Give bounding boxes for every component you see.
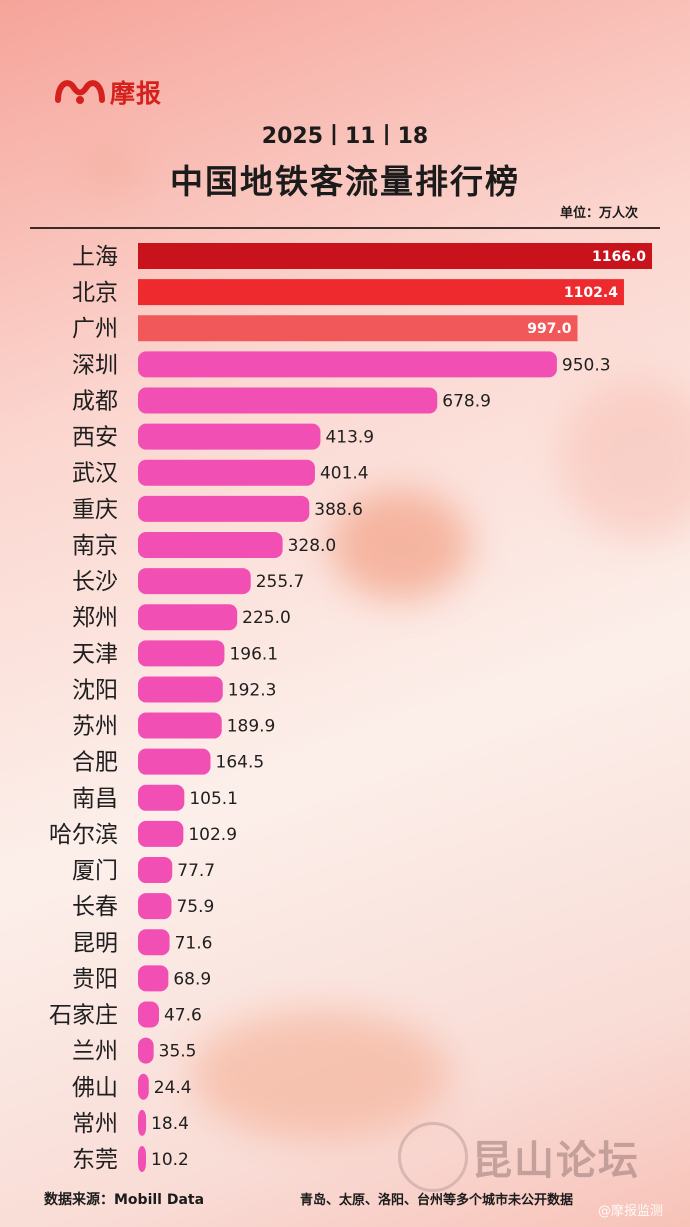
bar xyxy=(138,1109,147,1136)
city-label: 南京 xyxy=(72,533,118,559)
city-label: 佛山 xyxy=(72,1075,118,1101)
bar xyxy=(138,315,578,342)
background-splash xyxy=(80,150,140,190)
bar xyxy=(138,387,438,414)
bar xyxy=(138,820,184,847)
city-label: 石家庄 xyxy=(49,1003,118,1029)
bar xyxy=(138,495,310,522)
value-label: 1166.0 xyxy=(592,249,646,265)
value-label: 68.9 xyxy=(173,969,211,989)
account-watermark: @摩报监测 xyxy=(598,1204,664,1219)
bar xyxy=(138,459,315,486)
city-label: 苏州 xyxy=(72,714,118,740)
value-label: 413.9 xyxy=(325,428,374,448)
bar xyxy=(138,243,652,269)
city-label: 武汉 xyxy=(72,461,118,487)
value-label: 18.4 xyxy=(151,1114,189,1134)
value-label: 71.6 xyxy=(175,933,213,953)
value-label: 1102.4 xyxy=(564,285,618,301)
title-divider xyxy=(30,227,660,229)
report-date: 2025丨11丨18 xyxy=(261,124,429,149)
city-label: 深圳 xyxy=(72,352,118,378)
bar xyxy=(138,279,624,306)
city-label: 上海 xyxy=(72,244,118,270)
page-title: 中国地铁客流量排行榜 xyxy=(170,162,520,201)
city-label: 昆明 xyxy=(72,930,118,956)
city-label: 北京 xyxy=(72,280,118,306)
bar xyxy=(138,351,557,378)
brand-name: 摩报 xyxy=(110,79,163,108)
data-source: 数据来源：Mobill Data xyxy=(44,1192,205,1208)
bar xyxy=(138,423,321,450)
value-label: 24.4 xyxy=(154,1078,192,1098)
value-label: 196.1 xyxy=(229,644,278,664)
value-label: 255.7 xyxy=(256,572,305,592)
value-label: 388.6 xyxy=(314,500,363,520)
value-label: 328.0 xyxy=(288,536,337,556)
bar xyxy=(138,568,251,595)
bar xyxy=(138,748,211,775)
city-label: 郑州 xyxy=(72,605,118,631)
bar xyxy=(138,929,170,956)
unit-label: 单位：万人次 xyxy=(559,206,638,221)
bar xyxy=(138,1146,146,1172)
city-label: 成都 xyxy=(72,388,118,414)
value-label: 77.7 xyxy=(177,861,215,881)
bar xyxy=(138,676,223,703)
value-label: 75.9 xyxy=(176,897,214,917)
value-label: 401.4 xyxy=(320,464,369,484)
city-label: 贵阳 xyxy=(72,966,118,992)
forum-watermark: 昆山论坛 xyxy=(472,1138,640,1184)
value-label: 192.3 xyxy=(228,680,277,700)
bar xyxy=(138,784,185,811)
city-label: 厦门 xyxy=(72,858,118,884)
brand-logo-icon xyxy=(55,80,105,104)
bar xyxy=(138,712,222,739)
city-label: 长沙 xyxy=(72,569,118,595)
value-label: 164.5 xyxy=(216,753,265,773)
city-label: 西安 xyxy=(72,425,118,451)
value-label: 10.2 xyxy=(151,1150,189,1170)
city-label: 哈尔滨 xyxy=(49,822,118,848)
city-label: 兰州 xyxy=(72,1039,118,1065)
background-splash xyxy=(330,490,470,600)
bar xyxy=(138,1037,154,1064)
forum-seal-watermark xyxy=(398,1122,468,1192)
background-splash xyxy=(560,380,690,540)
bar xyxy=(138,604,238,631)
value-label: 997.0 xyxy=(527,321,572,337)
value-label: 950.3 xyxy=(562,355,611,375)
bar xyxy=(138,965,169,992)
bar xyxy=(138,857,173,884)
background-splash xyxy=(190,1010,450,1140)
value-label: 105.1 xyxy=(189,789,238,809)
value-label: 47.6 xyxy=(164,1006,202,1026)
value-label: 102.9 xyxy=(188,825,237,845)
bar xyxy=(138,531,283,558)
bar xyxy=(138,640,225,667)
city-label: 沈阳 xyxy=(72,677,118,703)
bar xyxy=(138,893,172,920)
value-label: 189.9 xyxy=(227,717,276,737)
city-label: 长春 xyxy=(72,894,118,920)
city-label: 重庆 xyxy=(72,497,118,523)
city-label: 常州 xyxy=(72,1111,118,1137)
value-label: 35.5 xyxy=(159,1042,197,1062)
brand-logo: 摩报 xyxy=(54,72,174,108)
bar xyxy=(138,1073,149,1100)
city-label: 东莞 xyxy=(72,1147,118,1173)
city-label: 广州 xyxy=(72,316,118,342)
value-label: 225.0 xyxy=(242,608,291,628)
bar xyxy=(138,1001,159,1028)
city-label: 合肥 xyxy=(72,750,118,776)
city-label: 天津 xyxy=(72,641,118,667)
city-label: 南昌 xyxy=(72,786,118,812)
data-note: 青岛、太原、洛阳、台州等多个城市未公开数据 xyxy=(300,1193,574,1208)
value-label: 678.9 xyxy=(442,391,491,411)
